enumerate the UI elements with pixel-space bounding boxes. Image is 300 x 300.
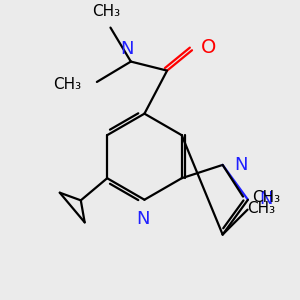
Text: N: N xyxy=(136,210,150,228)
Text: N: N xyxy=(259,190,273,208)
Text: N: N xyxy=(121,40,134,58)
Text: CH₃: CH₃ xyxy=(252,190,280,205)
Text: CH₃: CH₃ xyxy=(92,4,120,19)
Text: O: O xyxy=(201,38,216,58)
Text: CH₃: CH₃ xyxy=(248,201,276,216)
Text: N: N xyxy=(234,156,247,174)
Text: CH₃: CH₃ xyxy=(53,77,81,92)
